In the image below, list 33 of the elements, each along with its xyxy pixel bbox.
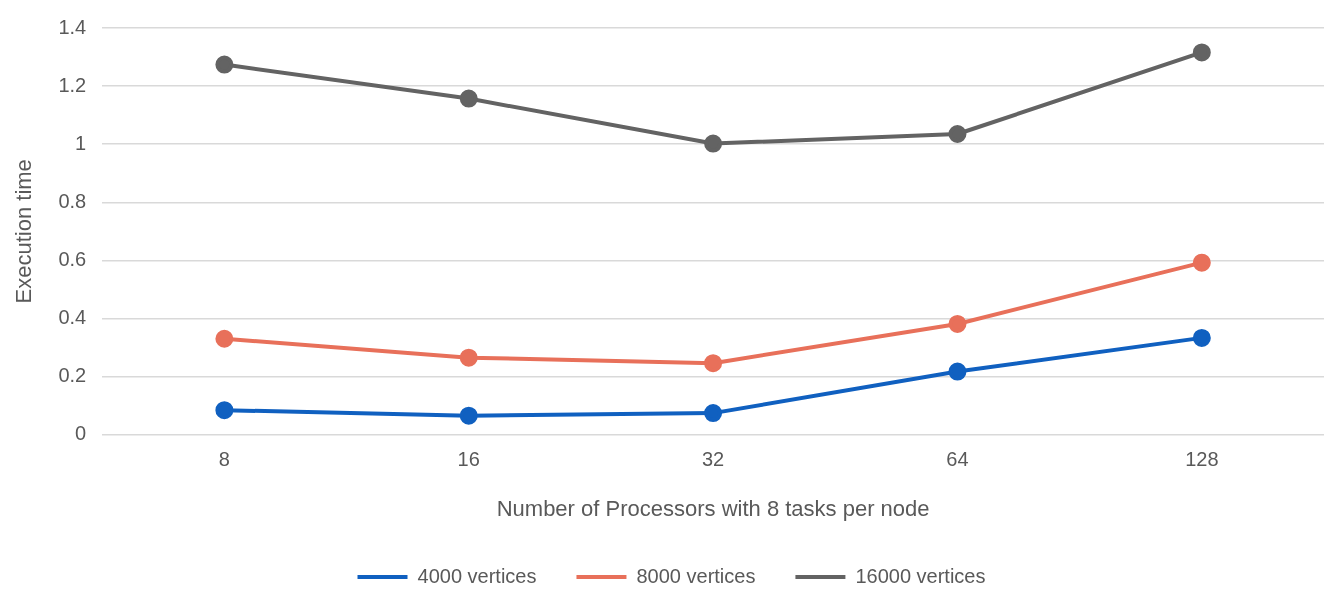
y-tick-label: 0.6: [58, 247, 87, 270]
point: [459, 89, 478, 108]
point: [948, 125, 967, 144]
point: [459, 406, 478, 425]
x-tick-label: 64: [946, 448, 969, 471]
legend-label: 8000 vertices: [636, 564, 756, 587]
y-tick-label: 1.4: [58, 15, 87, 38]
point: [948, 314, 967, 333]
legend-label: 16000 vertices: [855, 564, 986, 587]
x-tick-label: 128: [1185, 448, 1219, 471]
y-tick-label: 0.2: [58, 364, 87, 387]
point: [1192, 43, 1211, 62]
point: [215, 401, 234, 420]
point: [215, 329, 234, 348]
point: [1192, 328, 1211, 347]
y-axis-title: Execution time: [11, 159, 37, 304]
point: [704, 404, 723, 423]
point: [704, 354, 723, 373]
y-tick-label: 0.8: [58, 189, 87, 212]
point: [704, 134, 723, 153]
point: [459, 348, 478, 367]
y-tick-label: 0.4: [58, 305, 87, 328]
x-tick-label: 8: [218, 448, 230, 471]
y-tick-label: 1: [75, 131, 87, 154]
x-axis-title: Number of Processors with 8 tasks per node: [496, 495, 930, 521]
y-tick-label: 1.2: [58, 73, 87, 96]
point: [948, 362, 967, 381]
x-tick-label: 32: [701, 448, 725, 471]
point: [215, 55, 234, 74]
point: [1192, 253, 1211, 272]
x-tick-label: 16: [457, 448, 480, 471]
y-tick-label: 0: [75, 422, 87, 445]
legend-label: 4000 vertices: [417, 564, 537, 587]
